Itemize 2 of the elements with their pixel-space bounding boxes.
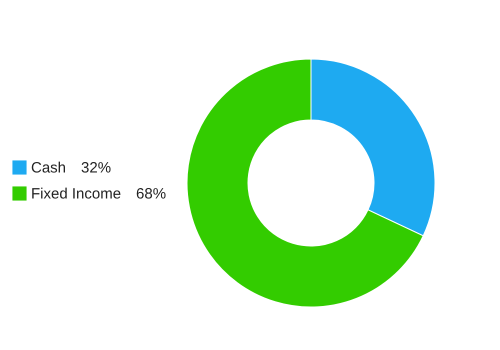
legend-label: Cash 32%	[31, 160, 112, 176]
legend-label: Fixed Income 68%	[31, 186, 166, 202]
